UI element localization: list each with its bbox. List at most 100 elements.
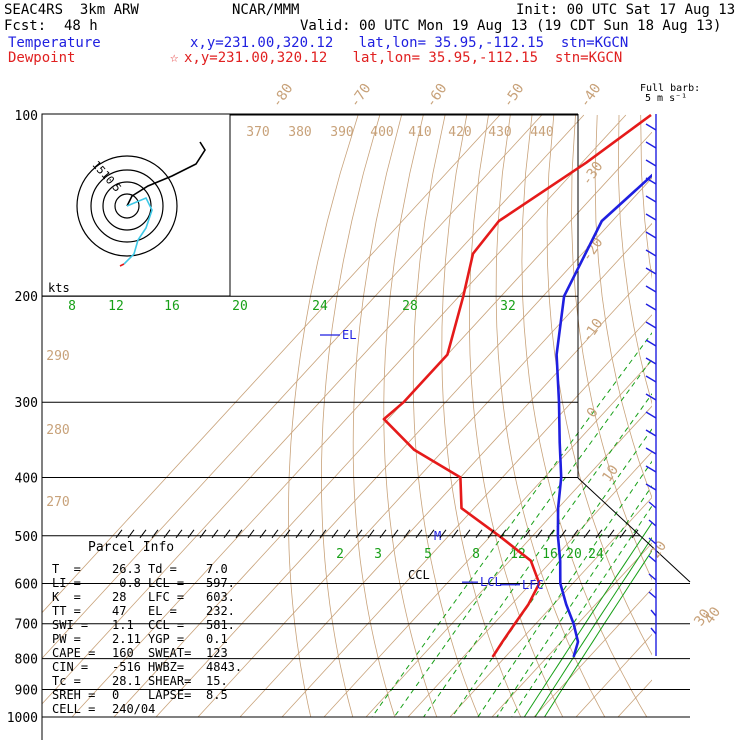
isotherm-0 xyxy=(407,451,652,718)
parcel-cell-4-3: 581. xyxy=(206,618,235,632)
wind-barb xyxy=(645,393,657,401)
temperature-label-2: -60 xyxy=(423,81,451,111)
hatch-mark xyxy=(175,529,183,539)
isotherm-30 xyxy=(533,588,652,718)
hodograph-ring-1 xyxy=(90,169,164,243)
wind-barb xyxy=(645,321,657,329)
mixing-ratio-label-lower-24: 24 xyxy=(588,547,604,562)
valid-time: Valid: 00 UTC Mon 19 Aug 13 (19 CDT Sun … xyxy=(300,18,722,34)
pressure-label-400: 400 xyxy=(15,471,38,486)
hatch-mark xyxy=(367,529,375,539)
m-level-label: M xyxy=(434,529,441,543)
pressure-label-100: 100 xyxy=(15,109,38,124)
mixing-ratio-line-28 xyxy=(534,536,652,718)
hatch-mark xyxy=(331,529,339,539)
hatch-mark xyxy=(391,529,399,539)
hatch-mark xyxy=(235,529,243,539)
hatch-mark xyxy=(355,529,363,539)
wind-barb xyxy=(645,177,657,185)
hodograph-ring-2 xyxy=(102,181,152,231)
dry-adiabat-260 xyxy=(320,114,381,718)
hatch-mark xyxy=(319,529,327,539)
dry-adiabat-250 xyxy=(288,114,359,718)
dry-adiabat-320 xyxy=(495,114,606,718)
parcel-cell-7-2: HWBZ= xyxy=(148,660,185,674)
wind-barb xyxy=(645,159,657,167)
theta-label-420: 420 xyxy=(448,125,471,140)
dry-adiabat-340 xyxy=(546,114,652,656)
mixing-ratio-line-3 xyxy=(393,358,652,718)
wind-barb xyxy=(645,483,657,491)
parcel-cell-3-2: EL = xyxy=(148,604,177,618)
hatch-mark xyxy=(343,529,351,539)
parcel-cell-6-3: 123 xyxy=(206,646,228,660)
mixing-ratio-line-32 xyxy=(544,549,652,718)
parcel-cell-5-1: 2.11 xyxy=(112,632,141,646)
lfc-marker-label: LFC xyxy=(522,578,544,592)
parcel-cell-1-0: LI = xyxy=(52,576,81,590)
parcel-cell-10-1: 240/04 xyxy=(112,702,156,716)
parcel-cell-6-1: 160 xyxy=(112,646,134,660)
wind-barb xyxy=(645,249,657,257)
theta-label-270: 270 xyxy=(46,495,69,510)
hodograph-frame xyxy=(41,113,231,297)
mixing-ratio-line-5 xyxy=(423,393,652,718)
parcel-cell-9-0: SREH = xyxy=(52,688,96,702)
hatch-mark xyxy=(583,529,591,539)
mixing-ratio-label-lower-8: 8 xyxy=(472,547,480,562)
hatch-mark xyxy=(427,529,435,539)
dry-adiabat-350 xyxy=(571,114,652,581)
parcel-cell-9-3: 8.5 xyxy=(206,688,228,702)
wind-barb xyxy=(645,375,657,383)
wind-barb xyxy=(645,231,657,239)
hatch-mark xyxy=(523,529,531,539)
theta-label-430: 430 xyxy=(488,125,511,140)
parcel-cell-1-2: LCL = xyxy=(148,576,185,590)
mixing-ratio-line-2 xyxy=(371,332,652,718)
hatch-mark xyxy=(559,529,567,539)
pressure-label-300: 300 xyxy=(15,396,38,411)
parcel-cell-9-1: 0 xyxy=(112,688,120,702)
wind-barb xyxy=(645,429,657,437)
mixing-ratio-label-upper-24: 24 xyxy=(312,299,328,314)
parcel-cell-7-1: -516 xyxy=(112,660,141,674)
barb-key-title: Full barb: xyxy=(640,83,701,94)
mixing-ratio-line-8 xyxy=(451,428,652,718)
mixing-ratio-label-upper-20: 20 xyxy=(232,299,248,314)
hodograph-ring-3 xyxy=(114,193,140,219)
hodograph-surface-trace xyxy=(119,263,125,267)
dry-adiabat-330 xyxy=(521,114,648,718)
hatch-mark xyxy=(127,529,135,539)
dry-adiabat-420 xyxy=(728,115,740,717)
sounding-traces xyxy=(382,114,652,658)
hatch-mark xyxy=(607,529,615,539)
wind-barb xyxy=(650,609,657,617)
pressure-label-500: 500 xyxy=(15,530,38,545)
theta-label-440: 440 xyxy=(530,125,553,140)
parcel-cell-2-3: 603. xyxy=(206,590,235,604)
isotherm--20 xyxy=(323,359,652,718)
init-time: Init: 00 UTC Sat 17 Aug 13 xyxy=(516,2,736,18)
parcel-cell-3-3: 232. xyxy=(206,604,235,618)
wind-barb xyxy=(648,519,657,527)
hodograph-lower-trace xyxy=(123,196,153,265)
right-axis-diagonal xyxy=(577,477,691,583)
wind-barb xyxy=(645,447,657,455)
hatch-mark xyxy=(223,529,231,539)
hatch-mark xyxy=(151,529,159,539)
pressure-label-600: 600 xyxy=(15,577,38,592)
hatch-mark xyxy=(199,529,207,539)
hodograph-ring-0 xyxy=(76,155,178,257)
hatch-mark xyxy=(475,529,483,539)
dewpoint-trace xyxy=(382,114,652,658)
mixing-ratio-label-lower-2: 2 xyxy=(336,547,344,562)
temperature-label-12: 40 xyxy=(701,604,724,627)
hatch-mark xyxy=(415,529,423,539)
wind-barb xyxy=(648,555,657,563)
parcel-cell-6-0: CAPE = xyxy=(52,646,96,660)
dry-adiabat-300 xyxy=(441,114,522,718)
hatch-mark xyxy=(451,529,459,539)
hatch-mark xyxy=(499,529,507,539)
theta-label-410: 410 xyxy=(408,125,431,140)
